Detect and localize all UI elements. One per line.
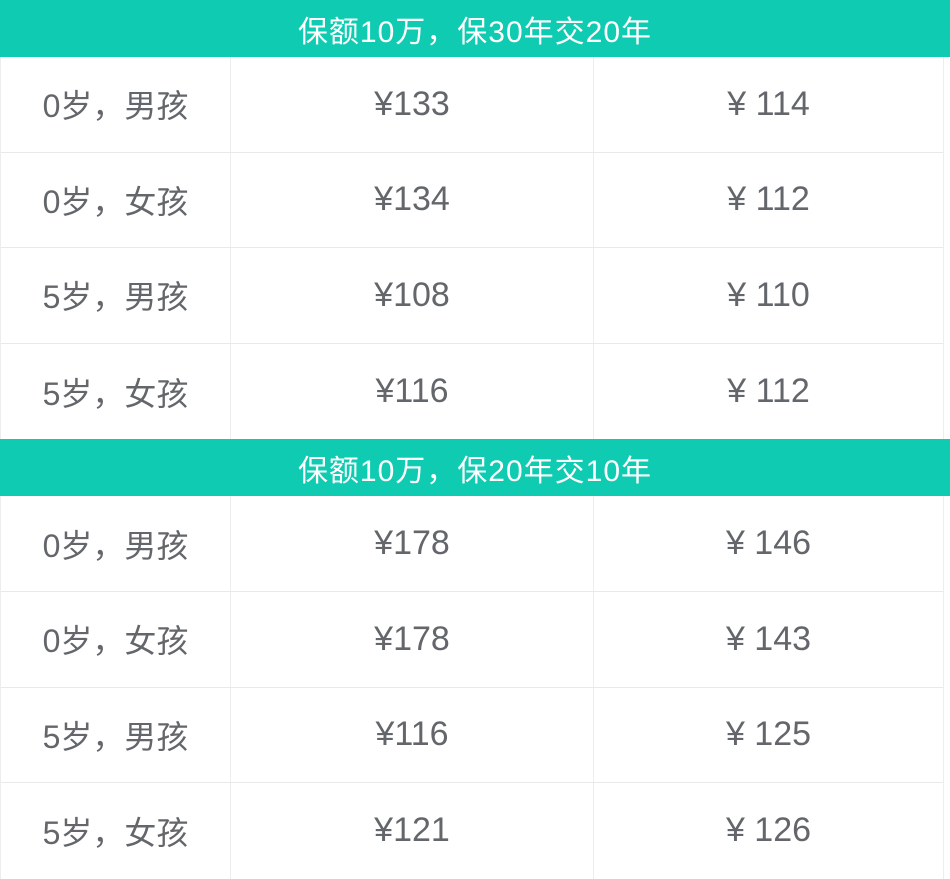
- table-row: 0岁，女孩 ¥178 ¥ 143: [1, 591, 943, 688]
- age-gender-cell: 0岁，女孩: [1, 591, 231, 687]
- price-cell-product-a: ¥133: [231, 57, 594, 152]
- section-header-plan-30y-pay-20y: 保额10万，保30年交20年: [0, 0, 950, 57]
- table-row: 5岁，男孩 ¥108 ¥ 110: [1, 248, 943, 344]
- age-gender-cell: 5岁，男孩: [1, 687, 231, 783]
- table-row: 5岁，女孩 ¥116 ¥ 112: [1, 343, 943, 440]
- price-cell-product-a: ¥116: [231, 687, 594, 783]
- price-cell-product-a: ¥121: [231, 783, 594, 879]
- price-cell-product-a: ¥178: [231, 591, 594, 687]
- age-gender-cell: 5岁，女孩: [1, 343, 231, 440]
- table-row: 5岁，男孩 ¥116 ¥ 125: [1, 687, 943, 784]
- age-gender-cell: 0岁，男孩: [1, 57, 231, 152]
- price-cell-product-b: ¥ 143: [725, 619, 812, 658]
- table-row: 0岁，男孩 ¥133 ¥ 114: [1, 57, 943, 153]
- price-cell-product-b: ¥ 110: [727, 275, 810, 314]
- premium-table-1: 0岁，男孩 ¥133 ¥ 114 0岁，女孩 ¥134 ¥ 112 5岁，男孩 …: [0, 57, 944, 440]
- table-row: 0岁，男孩 ¥178 ¥ 146: [1, 496, 943, 592]
- price-cell-product-b: ¥ 146: [725, 524, 812, 563]
- price-cell-product-b: ¥ 114: [727, 84, 810, 123]
- price-cell-product-b: ¥ 112: [727, 180, 810, 219]
- price-cell-product-a: ¥134: [231, 152, 594, 248]
- age-gender-cell: 0岁，女孩: [1, 152, 231, 248]
- age-gender-cell: 0岁，男孩: [1, 496, 231, 591]
- section-header-label: 保额10万，保20年交10年: [297, 454, 653, 488]
- table-row: 5岁，女孩 ¥121 ¥ 126: [1, 783, 943, 879]
- price-cell-product-b: ¥ 125: [725, 715, 812, 754]
- price-cell-product-a: ¥116: [231, 343, 594, 440]
- table-row: 0岁，女孩 ¥134 ¥ 112: [1, 152, 943, 249]
- age-gender-cell: 5岁，男孩: [1, 248, 231, 343]
- section-header-plan-20y-pay-10y: 保额10万，保20年交10年: [0, 439, 950, 497]
- price-cell-product-b: ¥ 112: [727, 372, 810, 411]
- price-cell-product-b: ¥ 126: [725, 811, 812, 850]
- section-header-label: 保额10万，保30年交20年: [297, 15, 653, 49]
- price-cell-product-a: ¥108: [231, 248, 594, 343]
- premium-table-2: 0岁，男孩 ¥178 ¥ 146 0岁，女孩 ¥178 ¥ 143 5岁，男孩 …: [0, 496, 944, 879]
- price-cell-product-a: ¥178: [231, 496, 594, 591]
- age-gender-cell: 5岁，女孩: [1, 783, 231, 879]
